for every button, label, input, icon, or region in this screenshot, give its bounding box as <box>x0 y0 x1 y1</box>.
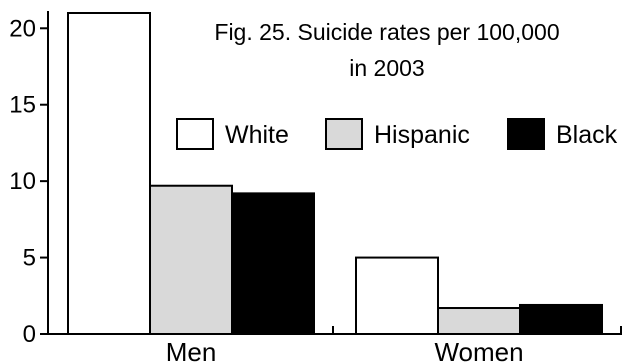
chart-title: Fig. 25. Suicide rates per 100,000 <box>214 19 559 45</box>
labels-layer: Men Women <box>166 337 524 364</box>
y-tick-label-15: 15 <box>9 92 36 119</box>
legend-label-white: White <box>225 121 289 149</box>
legend-swatch-white <box>176 118 214 150</box>
bar-men-hispanic <box>149 184 233 335</box>
y-tick-label-0: 0 <box>23 321 36 348</box>
bar-women-black <box>519 303 603 336</box>
bars-layer <box>67 12 603 336</box>
category-label-men: Men <box>166 337 217 364</box>
bar-men-white <box>67 12 151 335</box>
legend-label-hispanic: Hispanic <box>374 121 470 149</box>
title-layer: Fig. 25. Suicide rates per 100,000 in 20… <box>214 19 559 81</box>
y-tick-label-10: 10 <box>9 168 36 195</box>
bar-men-black <box>231 192 315 335</box>
chart-subtitle: in 2003 <box>349 55 424 81</box>
axes-layer <box>47 11 622 335</box>
legend-swatch-black <box>507 118 545 150</box>
legend-label-black: Black <box>556 121 618 149</box>
bar-women-hispanic <box>437 307 521 335</box>
legend: White Hispanic Black <box>176 118 618 150</box>
ticks-layer: 0 5 10 15 20 <box>9 15 48 348</box>
y-tick-label-20: 20 <box>9 15 36 42</box>
category-label-women: Women <box>434 337 523 364</box>
bar-women-white <box>355 256 439 336</box>
legend-swatch-hispanic <box>325 118 363 150</box>
y-tick-label-5: 5 <box>23 245 36 272</box>
